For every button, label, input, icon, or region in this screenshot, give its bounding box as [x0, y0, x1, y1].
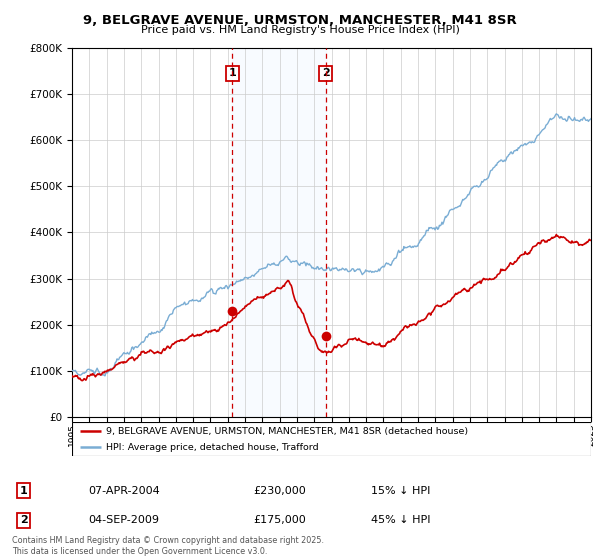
Text: HPI: Average price, detached house, Trafford: HPI: Average price, detached house, Traf… — [106, 442, 319, 451]
Text: 2: 2 — [20, 515, 28, 525]
Text: 1: 1 — [229, 68, 236, 78]
Text: 07-APR-2004: 07-APR-2004 — [88, 486, 160, 496]
Text: 04-SEP-2009: 04-SEP-2009 — [88, 515, 160, 525]
Bar — [232, 48, 326, 417]
Text: £230,000: £230,000 — [253, 486, 306, 496]
Text: £175,000: £175,000 — [253, 515, 306, 525]
Text: 15% ↓ HPI: 15% ↓ HPI — [371, 486, 430, 496]
Text: 45% ↓ HPI: 45% ↓ HPI — [371, 515, 430, 525]
Text: 2: 2 — [322, 68, 329, 78]
Text: 9, BELGRAVE AVENUE, URMSTON, MANCHESTER, M41 8SR: 9, BELGRAVE AVENUE, URMSTON, MANCHESTER,… — [83, 14, 517, 27]
Text: 9, BELGRAVE AVENUE, URMSTON, MANCHESTER, M41 8SR (detached house): 9, BELGRAVE AVENUE, URMSTON, MANCHESTER,… — [106, 427, 468, 436]
Text: 1: 1 — [20, 486, 28, 496]
Text: Price paid vs. HM Land Registry's House Price Index (HPI): Price paid vs. HM Land Registry's House … — [140, 25, 460, 35]
Text: Contains HM Land Registry data © Crown copyright and database right 2025.
This d: Contains HM Land Registry data © Crown c… — [12, 536, 324, 556]
